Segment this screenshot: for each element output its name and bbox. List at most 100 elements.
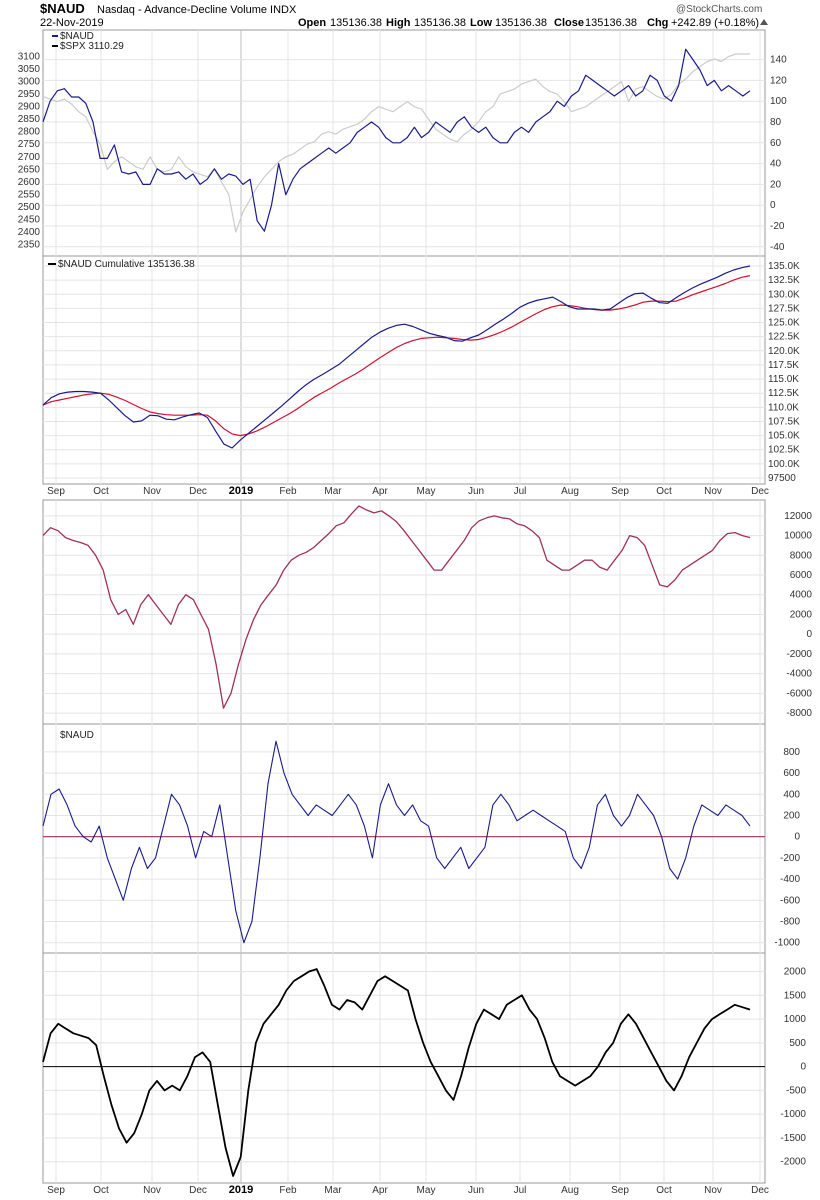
- header-brand: @StockCharts.com: [676, 4, 762, 15]
- naud-tick-label: 0: [794, 832, 800, 843]
- month-label: Oct: [656, 486, 672, 497]
- cumulative-tick-label: 115.0K: [768, 374, 799, 385]
- oscillator-purple-panel-frame: [42, 499, 766, 725]
- cumulative-panel-frame: [42, 255, 766, 485]
- cumulative-tick-label: 117.5K: [768, 360, 799, 371]
- month-label: Jul: [514, 1185, 527, 1196]
- month-label: Sep: [47, 1185, 65, 1196]
- series-cumulative-line: [42, 265, 751, 449]
- month-label: Mar: [324, 486, 342, 497]
- price-left-tick-label: 2450: [18, 214, 41, 225]
- cumulative-tick-label: 97500: [768, 473, 796, 484]
- legend-naud-panel: $NAUD: [60, 730, 94, 741]
- price-right-tick-label: 20: [770, 179, 782, 190]
- collapse-triangle-icon[interactable]: [760, 19, 768, 25]
- month-label: 2019: [229, 1184, 253, 1196]
- naud-tick-label: 400: [783, 789, 800, 800]
- price-left-tick-label: 2350: [18, 239, 41, 250]
- price-left-tick-label: 2800: [18, 127, 41, 138]
- month-label: Sep: [611, 486, 629, 497]
- series-naud-panel-line: [42, 740, 751, 944]
- price-left-tick-label: 2550: [18, 189, 41, 200]
- oscillator-purple-tick-label: 8000: [790, 550, 813, 561]
- oscillator-purple-tick-label: 2000: [790, 609, 813, 620]
- oscillator-black-tick-label: -2000: [780, 1157, 806, 1168]
- cumulative-tick-label: 125.0K: [768, 318, 800, 329]
- month-label: Oct: [93, 486, 109, 497]
- header-open-label: Open: [298, 17, 326, 29]
- header-low-label: Low: [470, 17, 492, 29]
- oscillator-purple-tick-label: 6000: [790, 570, 813, 581]
- header-close-label: Close: [554, 17, 584, 29]
- month-label: 2019: [229, 485, 253, 497]
- month-label: Sep: [47, 486, 65, 497]
- cumulative-tick-label: 107.5K: [768, 416, 800, 427]
- oscillator-black-tick-label: 0: [800, 1062, 806, 1073]
- series-oscillator-black-line: [42, 968, 751, 1177]
- header-open-value: 135136.38: [330, 17, 382, 29]
- oscillator-black-tick-label: 1000: [784, 1014, 807, 1025]
- cumulative-tick-label: 127.5K: [768, 303, 800, 314]
- naud-tick-label: -400: [780, 874, 800, 885]
- month-label: Aug: [561, 1185, 579, 1196]
- oscillator-purple-tick-label: 12000: [784, 511, 812, 522]
- price-right-tick-label: 60: [770, 138, 782, 149]
- month-label: Dec: [189, 486, 207, 497]
- month-label: Dec: [751, 1185, 769, 1196]
- cumulative-tick-label: 100.0K: [768, 459, 800, 470]
- cumulative-tick-label: 120.0K: [768, 346, 800, 357]
- cumulative-tick-label: 105.0K: [768, 431, 800, 442]
- price-right-tick-label: 0: [770, 200, 776, 211]
- price-left-tick-label: 2700: [18, 152, 41, 163]
- price-left-tick-label: 2900: [18, 102, 41, 113]
- header-symbol: $NAUD: [40, 1, 85, 16]
- month-label: Nov: [704, 486, 722, 497]
- cumulative-tick-label: 135.0K: [768, 261, 800, 272]
- month-label: Nov: [704, 1185, 722, 1196]
- naud-tick-label: -1000: [774, 938, 800, 949]
- price-left-tick-label: 3000: [18, 77, 41, 88]
- legend-naud: $NAUD: [60, 31, 94, 42]
- month-label: Apr: [372, 486, 388, 497]
- legend-cumulative: $NAUD Cumulative 135136.38: [58, 259, 195, 270]
- naud-tick-label: -200: [780, 853, 800, 864]
- series-oscillator-purple-line: [42, 505, 751, 709]
- header-close-value: 135136.38: [585, 17, 637, 29]
- cumulative-tick-label: 110.0K: [768, 402, 799, 413]
- price-right-tick-label: -40: [770, 242, 785, 253]
- price-left-tick-label: 2750: [18, 139, 41, 150]
- cumulative-legend: $NAUD Cumulative 135136.38: [48, 259, 195, 270]
- naud-tick-label: 200: [783, 811, 800, 822]
- month-label: Jun: [468, 1185, 484, 1196]
- month-label: Dec: [189, 1185, 207, 1196]
- cumulative-tick-label: 112.5K: [768, 388, 799, 399]
- month-label: Mar: [324, 1185, 342, 1196]
- price-right-tick-label: 80: [770, 117, 782, 128]
- oscillator-black-tick-label: -1000: [780, 1109, 806, 1120]
- month-label: Nov: [143, 486, 161, 497]
- series-cumulative-ma-line: [42, 275, 751, 437]
- month-label: Feb: [279, 1185, 297, 1196]
- month-label: Jun: [468, 486, 484, 497]
- oscillator-purple-tick-label: -4000: [786, 669, 812, 680]
- legend-spx: $SPX 3110.29: [60, 41, 124, 52]
- oscillator-purple-tick-label: -2000: [786, 649, 812, 660]
- oscillator-purple-tick-label: 10000: [784, 531, 812, 542]
- oscillator-black-tick-label: 2000: [784, 967, 807, 978]
- month-label: May: [417, 486, 436, 497]
- oscillator-purple-tick-label: -8000: [786, 708, 812, 719]
- price-left-tick-label: 2400: [18, 227, 41, 238]
- month-label: Sep: [611, 1185, 629, 1196]
- cumulative-tick-label: 130.0K: [768, 289, 800, 300]
- naud-panel-frame: [42, 723, 766, 954]
- cumulative-tick-label: 132.5K: [768, 275, 800, 286]
- month-label: Aug: [561, 486, 579, 497]
- oscillator-black-tick-label: -1500: [780, 1133, 806, 1144]
- naud-tick-label: -800: [780, 917, 800, 928]
- cumulative-tick-label: 122.5K: [768, 332, 800, 343]
- header-high-label: High: [386, 17, 411, 29]
- price-right-tick-label: 100: [770, 96, 787, 107]
- month-label: Feb: [279, 486, 297, 497]
- naud-tick-label: 800: [783, 747, 800, 758]
